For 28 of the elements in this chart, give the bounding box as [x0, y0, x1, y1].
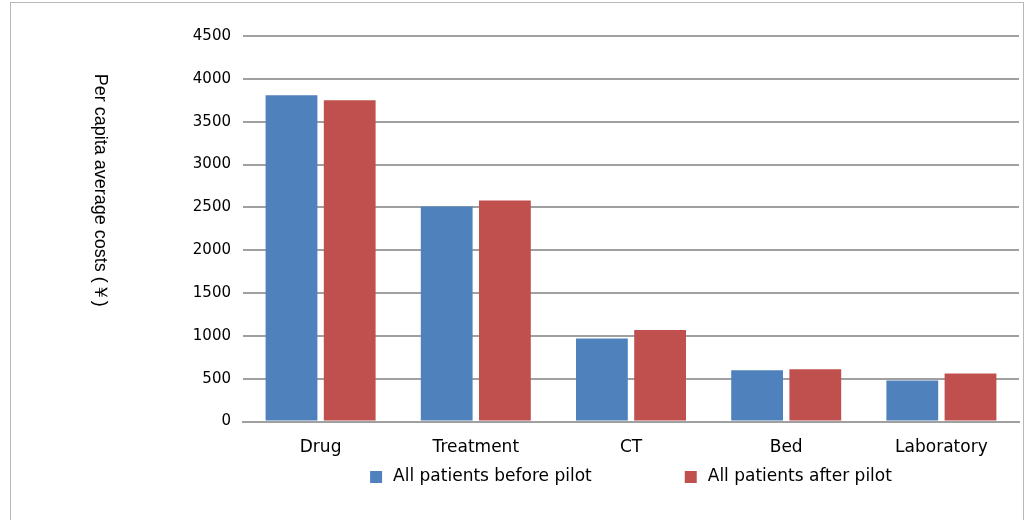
- legend-label: All patients before pilot: [393, 465, 593, 486]
- bar: [731, 370, 783, 421]
- x-tick-label: Laboratory: [895, 436, 988, 457]
- bar: [420, 206, 473, 421]
- bar: [323, 100, 376, 421]
- y-tick-label: 1000: [192, 325, 231, 344]
- x-tick-label: Drug: [299, 436, 342, 457]
- y-tick-label: 2000: [192, 240, 231, 259]
- bar: [576, 338, 628, 421]
- bar: [479, 200, 531, 421]
- y-tick-label: 3500: [192, 111, 231, 130]
- y-tick-label: 4000: [192, 68, 231, 87]
- bar: [944, 373, 997, 421]
- y-tick-label: 500: [202, 368, 231, 387]
- x-tick-label: Bed: [769, 436, 803, 457]
- bar: [886, 380, 939, 421]
- x-tick-label: CT: [619, 436, 643, 457]
- y-tick-label: 0: [221, 411, 231, 430]
- bar: [265, 95, 318, 421]
- y-tick-label: 2500: [192, 197, 231, 216]
- y-tick-label: 3000: [192, 154, 231, 173]
- y-tick-label: 1500: [192, 282, 231, 301]
- y-tick-label: 4500: [192, 25, 231, 44]
- y-axis-title: Per capita average costs (￥): [91, 73, 112, 307]
- x-tick-label: Treatment: [431, 436, 520, 457]
- bar: [634, 329, 686, 421]
- legend-label: All patients after pilot: [707, 465, 893, 486]
- bar: [789, 369, 842, 421]
